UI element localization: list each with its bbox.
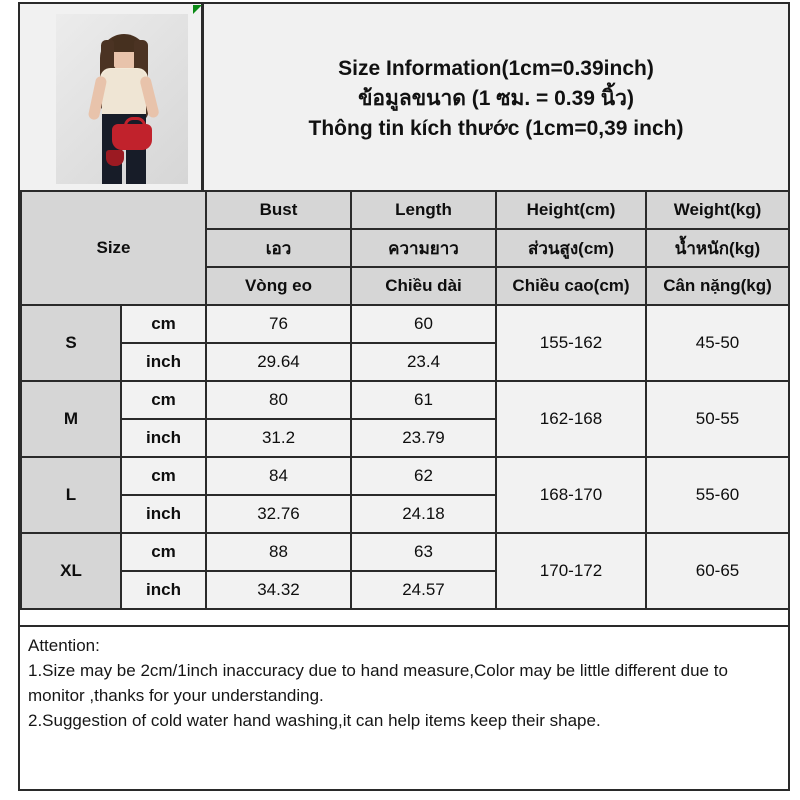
photo-leg-gap (122, 146, 126, 184)
row-unit-cm-xl: cm (120, 532, 207, 572)
cell-bust-inch-m: 31.2 (205, 418, 352, 458)
cell-length-inch-l: 24.18 (350, 494, 497, 534)
column-header-bust-th: เอว (205, 228, 352, 268)
cell-length-cm-s: 60 (350, 304, 497, 344)
photo-handbag-charm (106, 150, 124, 166)
table-row: inch 34.32 24.57 (21, 570, 789, 610)
row-unit-cm-l: cm (120, 456, 207, 496)
row-size-label-m: M (20, 380, 122, 458)
table-row: M cm 80 61 162-168 50-55 (20, 380, 790, 458)
photo-top-garment (102, 69, 146, 119)
title-english: Size Information(1cm=0.39inch) (338, 57, 654, 80)
title-vietnamese: Thông tin kích thước (1cm=0,39 inch) (308, 117, 684, 140)
banner-title-cell: Size Information(1cm=0.39inch) ข้อมูลขนา… (204, 4, 788, 190)
chart-frame: Size Information(1cm=0.39inch) ข้อมูลขนา… (18, 2, 790, 791)
cell-weight-l: 55-60 (645, 456, 790, 534)
cell-length-inch-s: 23.4 (350, 342, 497, 382)
cell-length-cm-l: 62 (350, 456, 497, 496)
size-header-cell: Size (20, 190, 207, 306)
row-size-label-s: S (20, 304, 122, 382)
cell-weight-s: 45-50 (645, 304, 790, 382)
table-row: inch 31.2 23.79 (21, 418, 789, 458)
row-unit-inch-xl: inch (120, 570, 207, 610)
cell-weight-m: 50-55 (645, 380, 790, 458)
table-row: XL cm 88 63 170-172 60-65 (20, 532, 790, 610)
cell-length-cm-m: 61 (350, 380, 497, 420)
cell-length-inch-xl: 24.57 (350, 570, 497, 610)
product-photo (56, 14, 188, 184)
column-header-weight-vi: Cân nặng(kg) (645, 266, 790, 306)
photo-hair-front (109, 35, 140, 52)
cell-bust-inch-s: 29.64 (205, 342, 352, 382)
size-table: Size Bust Length Height(cm) Weight(kg) เ… (20, 190, 790, 610)
table-row: S cm 76 60 155-162 45-50 (20, 304, 790, 382)
table-row: L cm 84 62 168-170 55-60 (20, 456, 790, 534)
row-unit-inch-m: inch (120, 418, 207, 458)
cell-weight-xl: 60-65 (645, 532, 790, 610)
cell-bust-cm-l: 84 (205, 456, 352, 496)
cell-bust-inch-l: 32.76 (205, 494, 352, 534)
green-corner-marker-icon (193, 5, 202, 14)
column-header-weight-th: น้ำหนัก(kg) (645, 228, 790, 268)
cell-bust-cm-m: 80 (205, 380, 352, 420)
attention-note-1: 1.Size may be 2cm/1inch inaccuracy due t… (28, 661, 728, 705)
photo-handbag (112, 124, 152, 150)
row-unit-inch-s: inch (120, 342, 207, 382)
cell-height-l: 168-170 (495, 456, 647, 534)
cell-height-s: 155-162 (495, 304, 647, 382)
column-header-height-en: Height(cm) (495, 190, 647, 230)
column-header-height-th: ส่วนสูง(cm) (495, 228, 647, 268)
table-row: inch 29.64 23.4 (21, 342, 789, 382)
attention-note-2: 2.Suggestion of cold water hand washing,… (28, 711, 601, 730)
cell-height-m: 162-168 (495, 380, 647, 458)
cell-length-inch-m: 23.79 (350, 418, 497, 458)
column-header-bust-vi: Vòng eo (205, 266, 352, 306)
column-header-length-th: ความยาว (350, 228, 497, 268)
title-thai: ข้อมูลขนาด (1 ซม. = 0.39 นิ้ว) (358, 87, 634, 110)
cell-bust-inch-xl: 34.32 (205, 570, 352, 610)
banner: Size Information(1cm=0.39inch) ข้อมูลขนา… (20, 4, 788, 190)
column-header-length-en: Length (350, 190, 497, 230)
cell-height-xl: 170-172 (495, 532, 647, 610)
column-header-weight-en: Weight(kg) (645, 190, 790, 230)
row-unit-cm-s: cm (120, 304, 207, 344)
column-header-height-vi: Chiều cao(cm) (495, 266, 647, 306)
table-header-row-th: เอว ความยาว ส่วนสูง(cm) น้ำหนัก(kg) (21, 228, 790, 268)
cell-bust-cm-xl: 88 (205, 532, 352, 572)
column-header-bust-en: Bust (205, 190, 352, 230)
row-size-label-xl: XL (20, 532, 122, 610)
table-header-row-vi: Vòng eo Chiều dài Chiều cao(cm) Cân nặng… (21, 266, 790, 306)
attention-section: Attention: 1.Size may be 2cm/1inch inacc… (20, 625, 788, 789)
row-unit-cm-m: cm (120, 380, 207, 420)
product-photo-cell (20, 4, 204, 190)
table-row: inch 32.76 24.18 (21, 494, 789, 534)
table-header-row-en: Size Bust Length Height(cm) Weight(kg) (20, 190, 790, 306)
column-header-length-vi: Chiều dài (350, 266, 497, 306)
cell-bust-cm-s: 76 (205, 304, 352, 344)
row-size-label-l: L (20, 456, 122, 534)
attention-heading: Attention: (28, 636, 100, 655)
row-unit-inch-l: inch (120, 494, 207, 534)
cell-length-cm-xl: 63 (350, 532, 497, 572)
